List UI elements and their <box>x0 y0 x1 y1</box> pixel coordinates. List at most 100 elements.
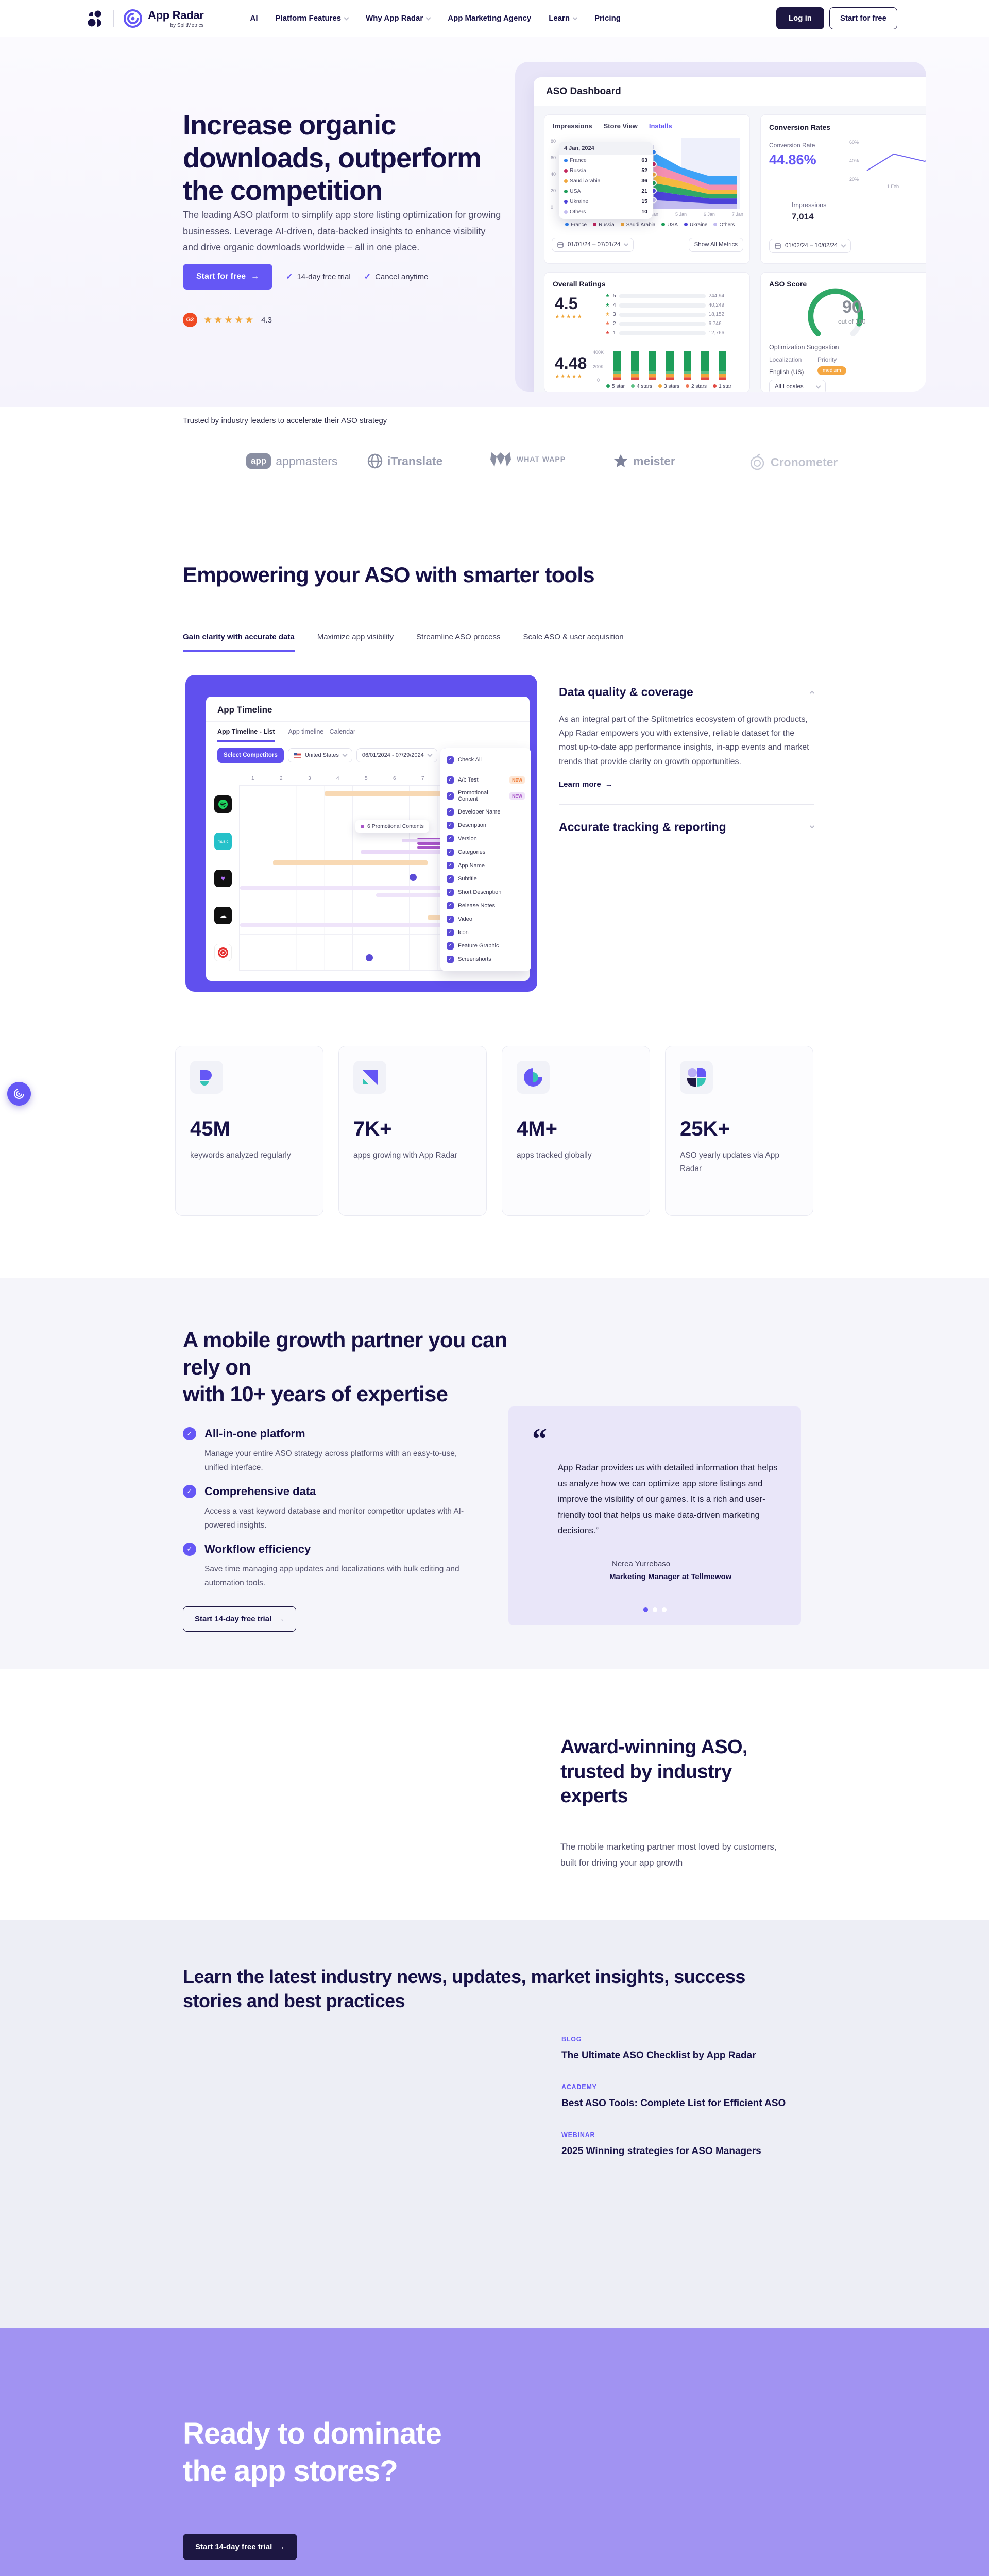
rating-stars: ★★★★★ <box>203 314 255 326</box>
tab-maximize-visibility[interactable]: Maximize app visibility <box>317 633 394 641</box>
learn-item-blog[interactable]: BLOG The Ultimate ASO Checklist by App R… <box>561 2036 756 2061</box>
cronometer-apple-icon <box>750 453 764 470</box>
gantt-col-label: 2 <box>280 776 283 782</box>
checkbox-checked-icon[interactable] <box>447 822 454 829</box>
bullet-workflow-efficiency: ✓ Workflow efficiency Save time managing … <box>183 1543 471 1590</box>
pagination-dot[interactable] <box>652 1607 657 1612</box>
start-for-free-hero-button[interactable]: Start for free → <box>183 264 273 290</box>
locale-row: English (US) <box>769 368 804 376</box>
learn-item-webinar[interactable]: WEBINAR 2025 Winning strategies for ASO … <box>561 2131 761 2157</box>
privacy-widget-button[interactable] <box>7 1082 31 1106</box>
appradar-logo[interactable]: App Radar by SplitMetrics <box>123 9 204 28</box>
filter-option[interactable]: Version <box>440 832 531 845</box>
filter-option[interactable]: Subtitle <box>440 872 531 886</box>
nav-item-learn[interactable]: Learn <box>549 14 578 23</box>
checkbox-checked-icon[interactable] <box>447 808 454 816</box>
award-section: Award-winning ASO, trusted by industry e… <box>0 1669 989 1920</box>
nav-item-ai[interactable]: AI <box>250 14 258 23</box>
testimonial-name: Nerea Yurrebaso <box>612 1559 671 1568</box>
logo-whatwapp: WHAT WAPP <box>489 449 566 470</box>
checkbox-checked-icon[interactable] <box>447 942 454 950</box>
nav-item-app-marketing-agency[interactable]: App Marketing Agency <box>448 14 532 23</box>
checkbox-checked-icon[interactable] <box>447 956 454 963</box>
check-icon: ✓ <box>364 273 371 281</box>
filter-option[interactable]: Screenshorts <box>440 953 531 966</box>
nav-item-platform-features[interactable]: Platform Features <box>276 14 349 23</box>
checkbox-checked-icon[interactable] <box>447 916 454 923</box>
checkbox-checked-icon[interactable] <box>447 835 454 842</box>
accordion-data-quality[interactable]: Data quality & coverage <box>559 685 815 699</box>
g2-rating: G2 ★★★★★ 4.3 <box>183 313 272 327</box>
tab-timeline-list[interactable]: App Timeline - List <box>217 728 275 742</box>
whatwapp-icon <box>490 452 511 467</box>
filter-option[interactable]: Check All <box>440 753 531 767</box>
timeline-date-range[interactable]: 06/01/2024 - 07/29/2024 <box>356 748 437 762</box>
checkbox-checked-icon[interactable] <box>447 862 454 869</box>
checkbox-checked-icon[interactable] <box>447 902 454 909</box>
nav-item-pricing[interactable]: Pricing <box>594 14 621 23</box>
fingerprint-icon <box>14 1089 24 1099</box>
show-all-metrics-button[interactable]: Show All Metrics <box>688 238 743 252</box>
brand-subtitle: by SplitMetrics <box>170 22 204 28</box>
tooltip-date: 4 Jan, 2024 <box>559 142 653 155</box>
checkbox-checked-icon[interactable] <box>447 792 454 800</box>
y-axis-label: 60 <box>551 155 556 160</box>
tab-impressions[interactable]: Impressions <box>553 122 592 130</box>
nav-item-why-app-radar[interactable]: Why App Radar <box>366 14 431 23</box>
accordion-accurate-tracking[interactable]: Accurate tracking & reporting <box>559 820 815 834</box>
filter-option[interactable]: Developer Name <box>440 805 531 819</box>
filter-option[interactable]: Short Description <box>440 886 531 899</box>
tab-installs[interactable]: Installs <box>649 122 672 130</box>
filter-option[interactable]: Icon <box>440 926 531 939</box>
brand-name: App Radar <box>148 8 204 22</box>
gantt-tooltip: 6 Promotional Contents <box>355 820 429 833</box>
login-button[interactable]: Log in <box>776 7 824 29</box>
updates-icon <box>680 1061 713 1094</box>
filter-option[interactable]: Feature Graphic <box>440 939 531 953</box>
ratings-bar-chart <box>613 351 726 380</box>
filter-option[interactable]: Release Notes <box>440 899 531 912</box>
check-circle-icon: ✓ <box>183 1543 196 1556</box>
checkbox-checked-icon[interactable] <box>447 929 454 936</box>
filter-option[interactable]: Video <box>440 912 531 926</box>
check-icon: ✓ <box>286 273 293 281</box>
start-for-free-header-button[interactable]: Start for free <box>829 7 897 29</box>
tooltip-row: Russia 52 <box>559 165 653 176</box>
date-range-picker[interactable]: 01/01/24 – 07/01/24 <box>552 238 634 252</box>
all-locales-dropdown[interactable]: All Locales <box>769 380 826 392</box>
checkbox-checked-icon[interactable] <box>447 776 454 784</box>
pagination-dot[interactable] <box>643 1607 648 1612</box>
gantt-col-label: 4 <box>336 776 339 782</box>
checkbox-checked-icon[interactable] <box>447 756 454 764</box>
checkbox-checked-icon[interactable] <box>447 875 454 883</box>
tab-store-view[interactable]: Store View <box>603 122 638 130</box>
aso-score-gauge <box>808 288 863 336</box>
select-competitors-button[interactable]: Select Competitors <box>217 748 284 763</box>
tab-gain-clarity[interactable]: Gain clarity with accurate data <box>183 633 295 652</box>
learn-item-academy[interactable]: ACADEMY Best ASO Tools: Complete List fo… <box>561 2083 786 2109</box>
stacked-area-chart <box>570 138 740 209</box>
learn-more-link[interactable]: Learn more → <box>559 779 613 789</box>
rating-stars-small: ★★★★★ <box>555 314 583 320</box>
filter-option[interactable]: Categories <box>440 845 531 859</box>
filter-option[interactable]: App Name <box>440 859 531 872</box>
splitmetrics-dots-logo[interactable] <box>87 10 104 27</box>
chevron-down-icon <box>623 241 629 247</box>
stat-value: 25K+ <box>680 1117 730 1140</box>
conversion-date-range[interactable]: 01/02/24 – 10/02/24 <box>769 239 851 253</box>
country-dropdown[interactable]: United States <box>287 748 352 762</box>
tab-scale-aso[interactable]: Scale ASO & user acquisition <box>523 633 624 641</box>
cta-start-trial-button[interactable]: Start 14-day free trial → <box>183 2534 298 2560</box>
award-title: Award-winning ASO, trusted by industry e… <box>560 1736 747 1807</box>
checkbox-checked-icon[interactable] <box>447 889 454 896</box>
filter-option[interactable]: Description <box>440 819 531 832</box>
checkbox-checked-icon[interactable] <box>447 849 454 856</box>
tab-timeline-calendar[interactable]: App timeline - Calendar <box>288 728 356 735</box>
tab-streamline-process[interactable]: Streamline ASO process <box>416 633 501 641</box>
logo-cronometer: Cronometer <box>749 453 838 471</box>
start-trial-outline-button[interactable]: Start 14-day free trial → <box>183 1606 297 1632</box>
pagination-dot[interactable] <box>661 1607 667 1612</box>
chart-legend: France Russia Saudi Arabia USA Ukraine O… <box>565 222 735 228</box>
